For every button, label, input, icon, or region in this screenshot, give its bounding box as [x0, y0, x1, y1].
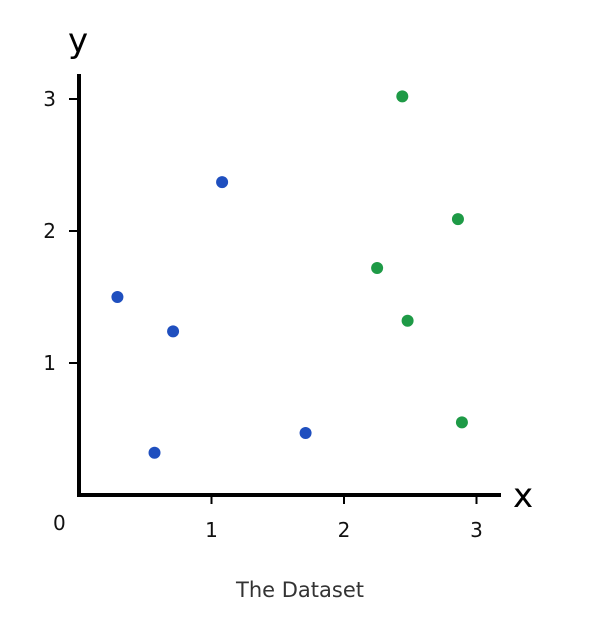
ticks-layer: 1 2 3 1 2 3	[43, 87, 483, 542]
data-point-series-1	[299, 426, 312, 439]
data-point-series-2	[401, 314, 414, 327]
y-tick-label: 3	[43, 87, 56, 111]
chart-caption: The Dataset	[236, 578, 364, 602]
x-axis-label: x	[513, 476, 533, 516]
x-tick-label: 2	[338, 518, 351, 542]
axes-layer	[77, 74, 501, 497]
data-point-series-2	[371, 261, 384, 274]
data-point-series-1	[216, 176, 229, 189]
y-tick-label: 1	[43, 351, 56, 375]
data-point-series-2	[396, 90, 409, 103]
data-point-series-1	[148, 446, 161, 459]
x-tick-label: 3	[470, 518, 483, 542]
origin-label: 0	[53, 511, 66, 535]
data-point-series-1	[111, 291, 124, 303]
y-axis-label: y	[68, 21, 88, 61]
data-point-series-2	[455, 416, 468, 429]
data-point-series-2	[451, 213, 464, 226]
y-tick-label: 2	[43, 219, 56, 243]
data-point-series-1	[167, 325, 180, 338]
x-tick-label: 1	[205, 518, 218, 542]
points-layer	[111, 90, 468, 459]
